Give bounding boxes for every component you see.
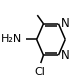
Text: Cl: Cl xyxy=(34,67,45,77)
Text: H₂N: H₂N xyxy=(0,34,22,44)
Text: N: N xyxy=(61,17,69,30)
Text: N: N xyxy=(61,49,69,62)
